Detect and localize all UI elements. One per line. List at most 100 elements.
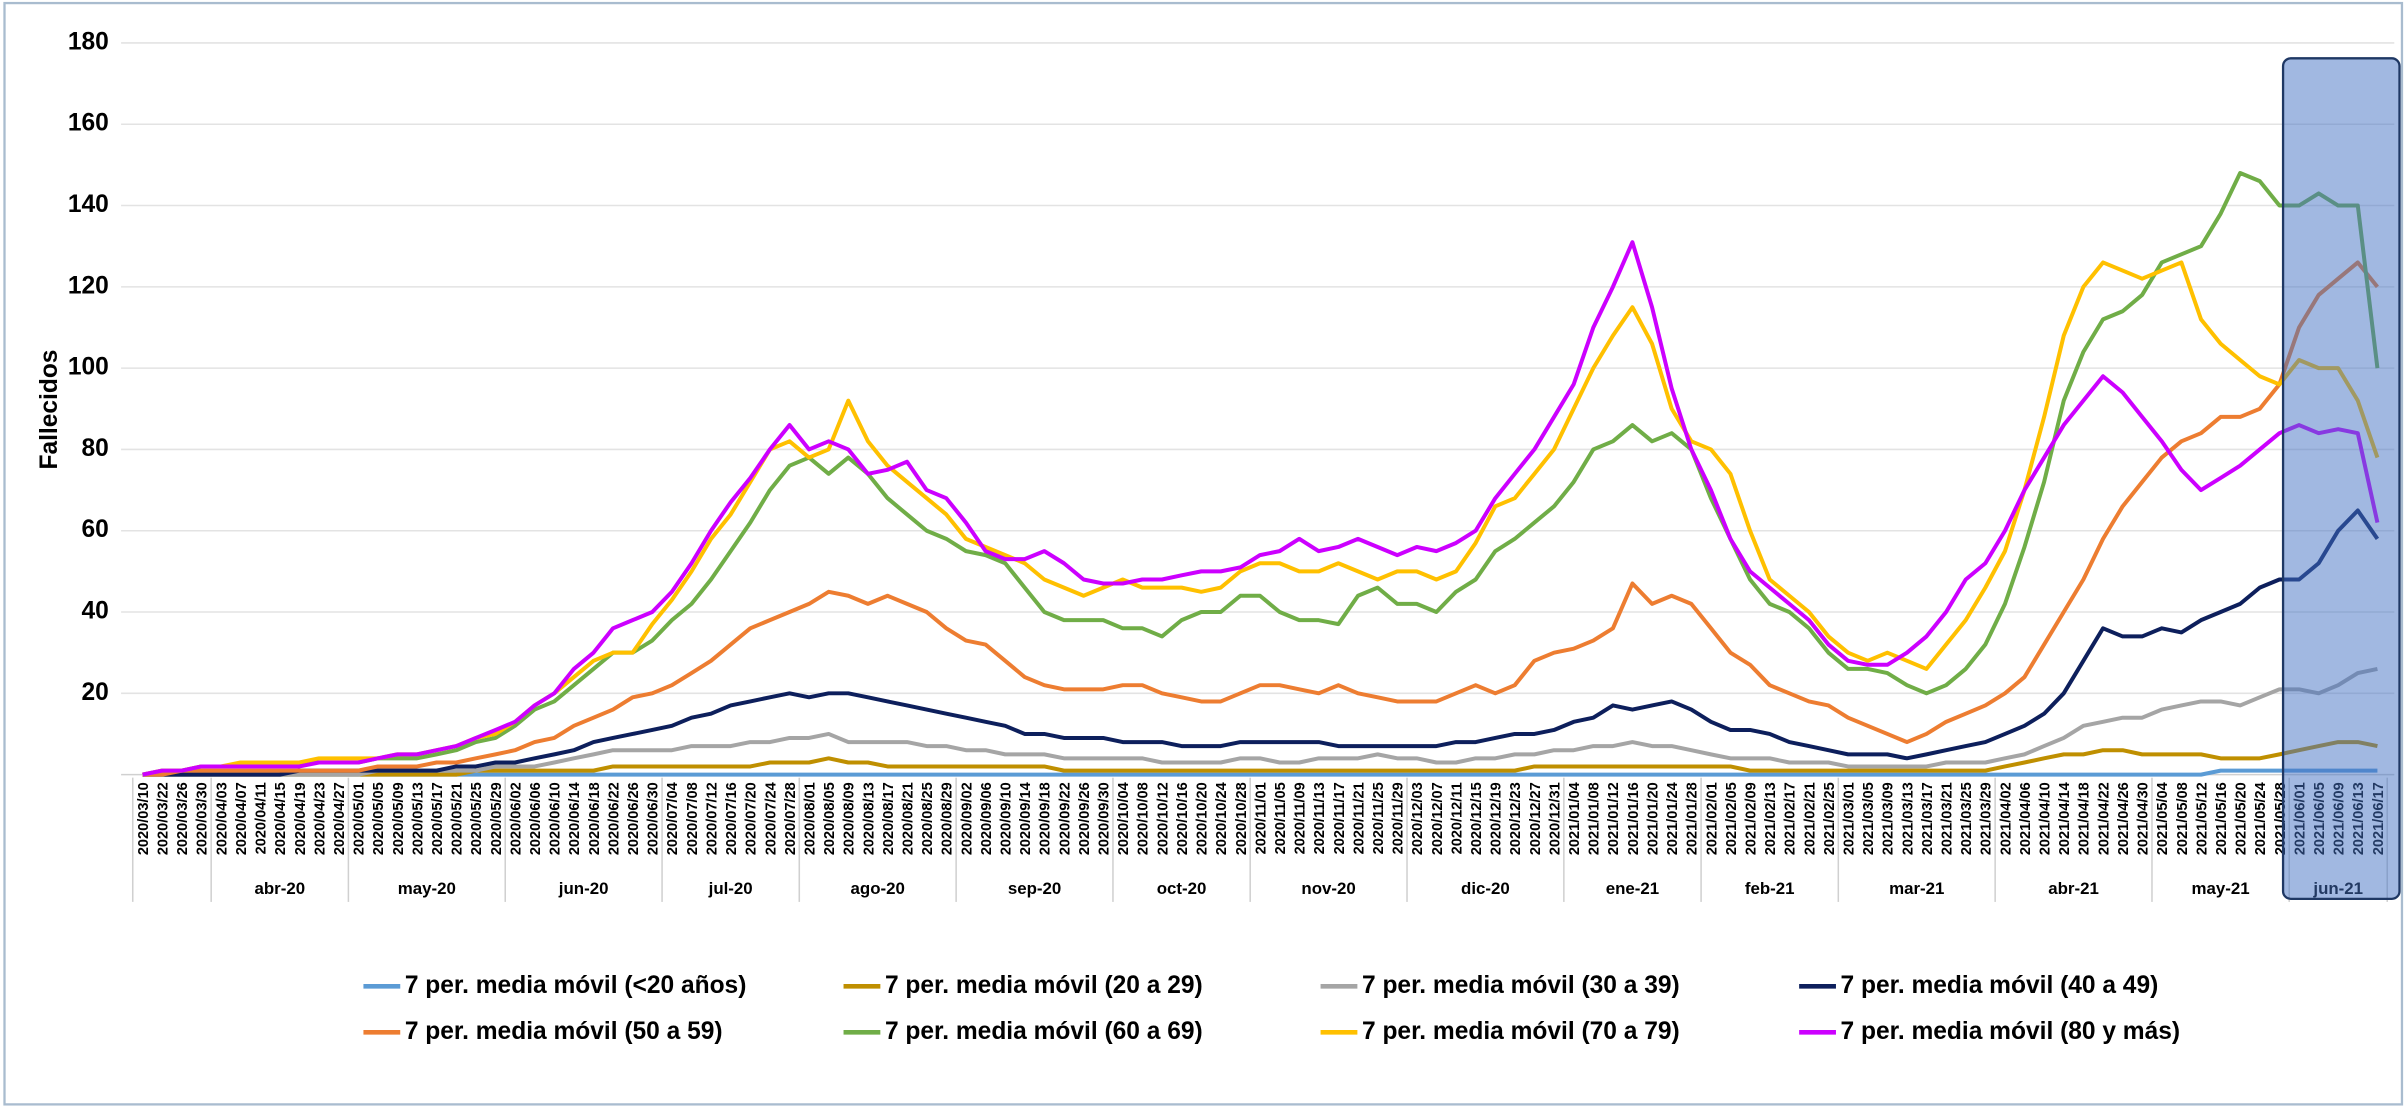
x-tick-label: 2021/03/05 (1861, 782, 1877, 855)
x-tick-label: 2021/01/24 (1665, 781, 1681, 855)
x-tick-label: 2021/04/30 (2136, 782, 2152, 855)
x-tick-label: 2021/05/08 (2175, 782, 2191, 855)
x-tick-label: 2020/03/26 (175, 782, 191, 855)
legend-label: 7 per. media móvil (<20 años) (405, 972, 747, 999)
x-tick-label: 2020/05/01 (352, 782, 368, 855)
legend-label: 7 per. media móvil (20 a 29) (885, 972, 1203, 999)
x-tick-label: 2020/11/05 (1273, 782, 1289, 854)
month-label: nov-20 (1301, 879, 1355, 898)
x-tick-label: 2020/09/22 (1057, 782, 1073, 855)
y-axis-label: Fallecidos (36, 350, 63, 470)
x-tick-label: 2020/10/24 (1214, 781, 1230, 855)
x-tick-label: 2020/06/22 (606, 782, 622, 855)
x-tick-label: 2020/07/20 (744, 782, 760, 855)
month-label: ago-20 (851, 879, 905, 898)
x-tick-label: 2020/06/02 (508, 782, 524, 855)
x-tick-label: 2021/03/09 (1881, 782, 1897, 855)
x-tick-label: 2020/10/16 (1175, 782, 1191, 855)
x-tick-label: 2020/08/05 (822, 782, 838, 855)
x-tick-label: 2021/01/28 (1685, 782, 1701, 855)
x-tick-label: 2020/04/11 (254, 782, 270, 854)
series-line (142, 666, 2378, 777)
x-tick-label: 2020/05/21 (450, 782, 466, 855)
x-tick-label: 2021/02/17 (1783, 782, 1799, 855)
x-tick-label: 2020/12/11 (1449, 782, 1465, 854)
month-label: mar-21 (1889, 879, 1944, 898)
x-tick-label: 2020/05/05 (371, 782, 387, 855)
month-label: dic-20 (1461, 879, 1510, 898)
month-label: ene-21 (1606, 879, 1659, 898)
x-tick-label: 2021/02/25 (1822, 782, 1838, 855)
x-tick-label: 2021/04/26 (2116, 782, 2132, 855)
x-tick-label: 2020/06/06 (528, 782, 544, 855)
x-tick-label: 2020/07/24 (763, 781, 779, 855)
x-tick-label: 2021/03/01 (1841, 782, 1857, 855)
x-tick-label: 2020/11/29 (1391, 782, 1407, 854)
x-tick-label: 2021/02/21 (1802, 782, 1818, 855)
month-label: jul-20 (708, 879, 753, 898)
y-tick-label: 160 (68, 110, 109, 137)
x-tick-label: 2021/03/13 (1900, 782, 1916, 855)
x-tick-label: 2020/07/28 (783, 782, 799, 855)
y-tick-label: 40 (82, 598, 109, 625)
x-tick-label: 2020/04/23 (312, 782, 328, 855)
month-label: feb-21 (1745, 879, 1795, 898)
highlight-box (2281, 57, 2401, 901)
x-tick-label: 2020/05/25 (469, 782, 485, 855)
x-tick-label: 2020/03/22 (156, 782, 172, 855)
series-line (142, 508, 2380, 777)
x-tick-label: 2020/12/03 (1410, 782, 1426, 855)
x-tick-label: 2021/01/12 (1606, 782, 1622, 855)
y-tick-label: 20 (82, 679, 109, 706)
month-label: sep-20 (1008, 879, 1061, 898)
series-line (142, 171, 2380, 777)
x-tick-label: 2021/03/29 (1979, 782, 1995, 855)
x-tick-label: 2020/10/20 (1195, 782, 1211, 855)
x-tick-label: 2020/06/26 (626, 782, 642, 855)
x-tick-label: 2020/11/21 (1351, 782, 1367, 854)
x-tick-label: 2021/02/05 (1724, 782, 1740, 855)
x-tick-label: 2020/08/21 (900, 782, 916, 855)
x-tick-label: 2020/09/02 (959, 782, 975, 855)
x-tick-label: 2021/01/08 (1587, 782, 1603, 855)
x-tick-label: 2021/02/01 (1704, 782, 1720, 855)
x-tick-label: 2020/07/16 (724, 782, 740, 855)
series-line (142, 768, 2378, 777)
x-tick-label: 2021/04/06 (2018, 782, 2034, 855)
x-tick-label: 2020/11/17 (1332, 782, 1348, 854)
x-tick-label: 2021/04/14 (2057, 781, 2073, 855)
x-tick-label: 2021/02/13 (1763, 782, 1779, 855)
x-tick-label: 2021/05/16 (2214, 782, 2230, 855)
x-tick-label: 2020/12/27 (1528, 782, 1544, 855)
x-tick-label: 2020/06/30 (646, 782, 662, 855)
x-tick-label: 2020/08/13 (861, 782, 877, 855)
x-tick-label: 2021/04/02 (1998, 782, 2014, 855)
legend-label: 7 per. media móvil (70 a 79) (1362, 1018, 1680, 1045)
x-tick-label: 2021/01/16 (1626, 782, 1642, 855)
x-tick-label: 2020/04/07 (234, 782, 250, 855)
x-tick-label: 2020/03/30 (195, 782, 211, 855)
x-tick-label: 2020/09/14 (1018, 781, 1034, 855)
x-tick-label: 2021/03/25 (1959, 782, 1975, 855)
x-tick-label: 2020/09/10 (999, 782, 1015, 855)
legend-label: 7 per. media móvil (40 a 49) (1841, 972, 2159, 999)
x-tick-label: 2020/04/03 (214, 782, 230, 855)
x-tick-label: 2020/09/26 (1077, 782, 1093, 855)
x-tick-label: 2020/05/29 (489, 782, 505, 855)
x-tick-label: 2020/04/15 (273, 782, 289, 855)
x-tick-label: 2020/07/08 (685, 782, 701, 855)
x-tick-label: 2020/10/28 (1234, 782, 1250, 855)
x-tick-label: 2020/08/09 (842, 782, 858, 855)
x-tick-label: 2021/03/21 (1940, 782, 1956, 855)
series-line (142, 260, 2379, 777)
month-label: oct-20 (1157, 879, 1207, 898)
x-tick-label: 2020/08/29 (940, 782, 956, 855)
x-tick-label: 2020/06/10 (548, 782, 564, 855)
x-tick-label: 2020/08/25 (920, 782, 936, 855)
x-tick-label: 2021/04/22 (2096, 782, 2112, 855)
legend-label: 7 per. media móvil (30 a 39) (1362, 972, 1680, 999)
x-tick-label: 2020/12/19 (1489, 782, 1505, 855)
x-tick-label: 2020/10/08 (1136, 782, 1152, 855)
x-tick-label: 2021/05/24 (2253, 781, 2269, 855)
